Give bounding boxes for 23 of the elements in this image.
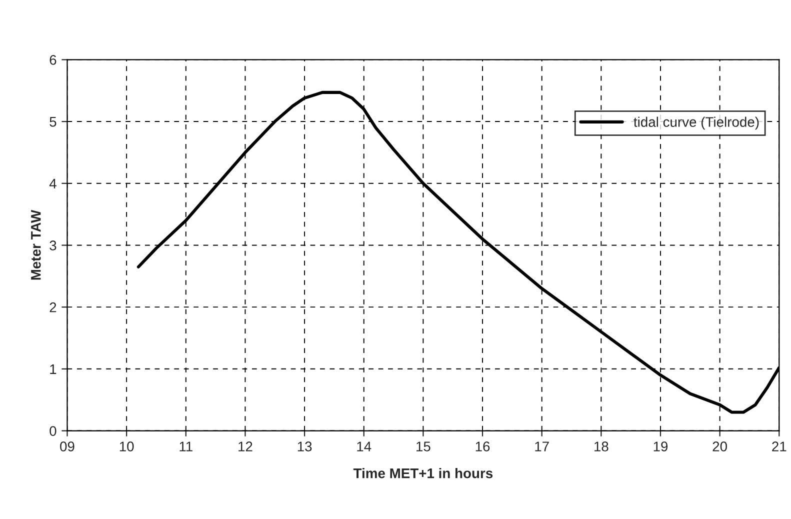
x-tick-label: 20: [712, 442, 727, 452]
y-axis-title: Meter TAW: [31, 210, 41, 280]
x-tick-label: 17: [535, 442, 549, 452]
x-tick-label: 09: [60, 442, 74, 452]
y-tick-label: 0: [50, 426, 56, 436]
y-tick-label: 6: [50, 55, 56, 65]
y-tick-label: 3: [50, 240, 56, 250]
y-tick-label: 1: [50, 364, 56, 374]
y-tick-label: 4: [49, 178, 56, 188]
x-tick-label: 18: [594, 442, 608, 452]
x-axis-title: Time MET+1 in hours: [353, 468, 493, 478]
y-tick-label: 2: [50, 302, 56, 312]
x-tick-label: 21: [772, 442, 786, 452]
x-tick-label: 16: [476, 442, 490, 452]
x-tick-label: 19: [654, 442, 668, 452]
y-tick-label: 5: [50, 117, 56, 127]
x-tick-label: 12: [238, 442, 252, 452]
x-tick-label: 11: [180, 442, 192, 452]
x-tick-label: 15: [416, 442, 430, 452]
legend-label: tidal curve (Tielrode): [634, 116, 759, 130]
x-tick-label: 14: [357, 442, 372, 452]
x-tick-label: 10: [120, 442, 134, 452]
x-tick-label: 13: [298, 442, 312, 452]
